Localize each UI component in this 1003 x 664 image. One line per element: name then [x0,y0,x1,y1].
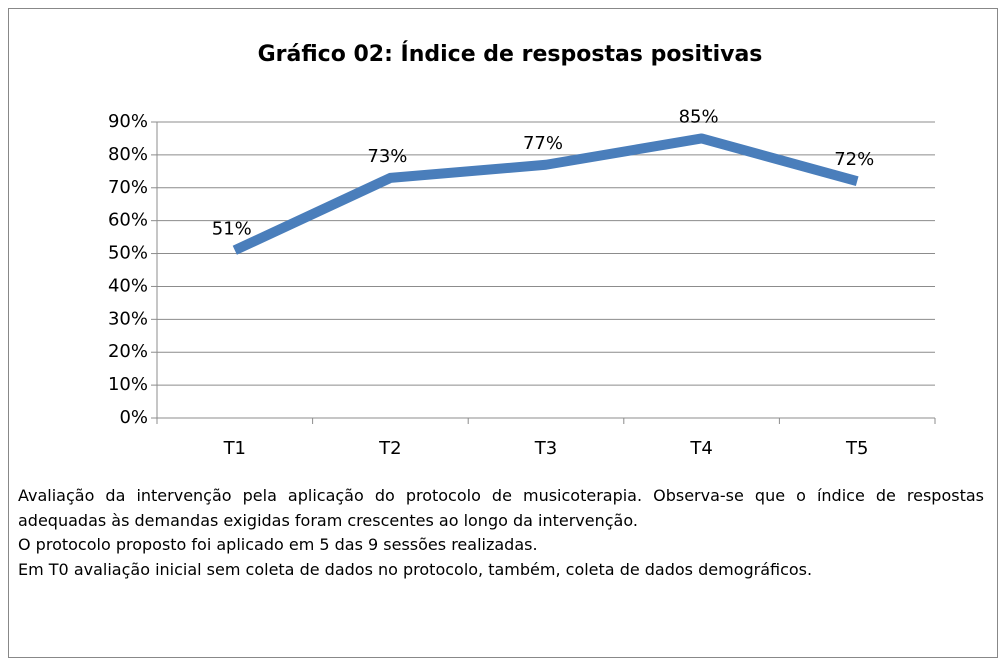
x-tick-label: T1 [223,438,246,459]
data-label: 85% [679,106,719,127]
note: O protocolo proposto foi aplicado em 5 d… [18,535,538,554]
y-tick-label: 40% [108,275,148,296]
data-label: 72% [834,149,874,170]
x-tick-label: T4 [689,438,712,459]
notes: Avaliação da intervenção pela aplicação … [18,484,984,582]
line [232,133,859,255]
y-tick-label: 60% [108,210,148,231]
x-tick-label: T2 [378,438,401,459]
y-tick-label: 90% [108,111,148,132]
y-tick-label: 30% [108,308,148,329]
y-tick-label: 50% [108,243,148,264]
y-tick-label: 80% [108,144,148,165]
y-tick-label: 0% [119,407,148,428]
x-tick-label: T3 [534,438,557,459]
chart-frame [8,8,998,658]
note: Em T0 avaliação inicial sem coleta de da… [18,559,813,579]
chart-title: Gráfico 02: Índice de respostas positiva… [258,41,763,67]
y-tick-label: 20% [108,341,148,362]
data-label: 51% [212,218,252,239]
x-tick-label: T5 [845,438,868,459]
data-label: 77% [523,133,563,154]
data-label: 73% [367,146,407,167]
y-tick-label: 10% [108,374,148,395]
note: Avaliação da intervenção pela aplicação … [18,486,984,530]
y-tick-label: 70% [108,177,148,198]
